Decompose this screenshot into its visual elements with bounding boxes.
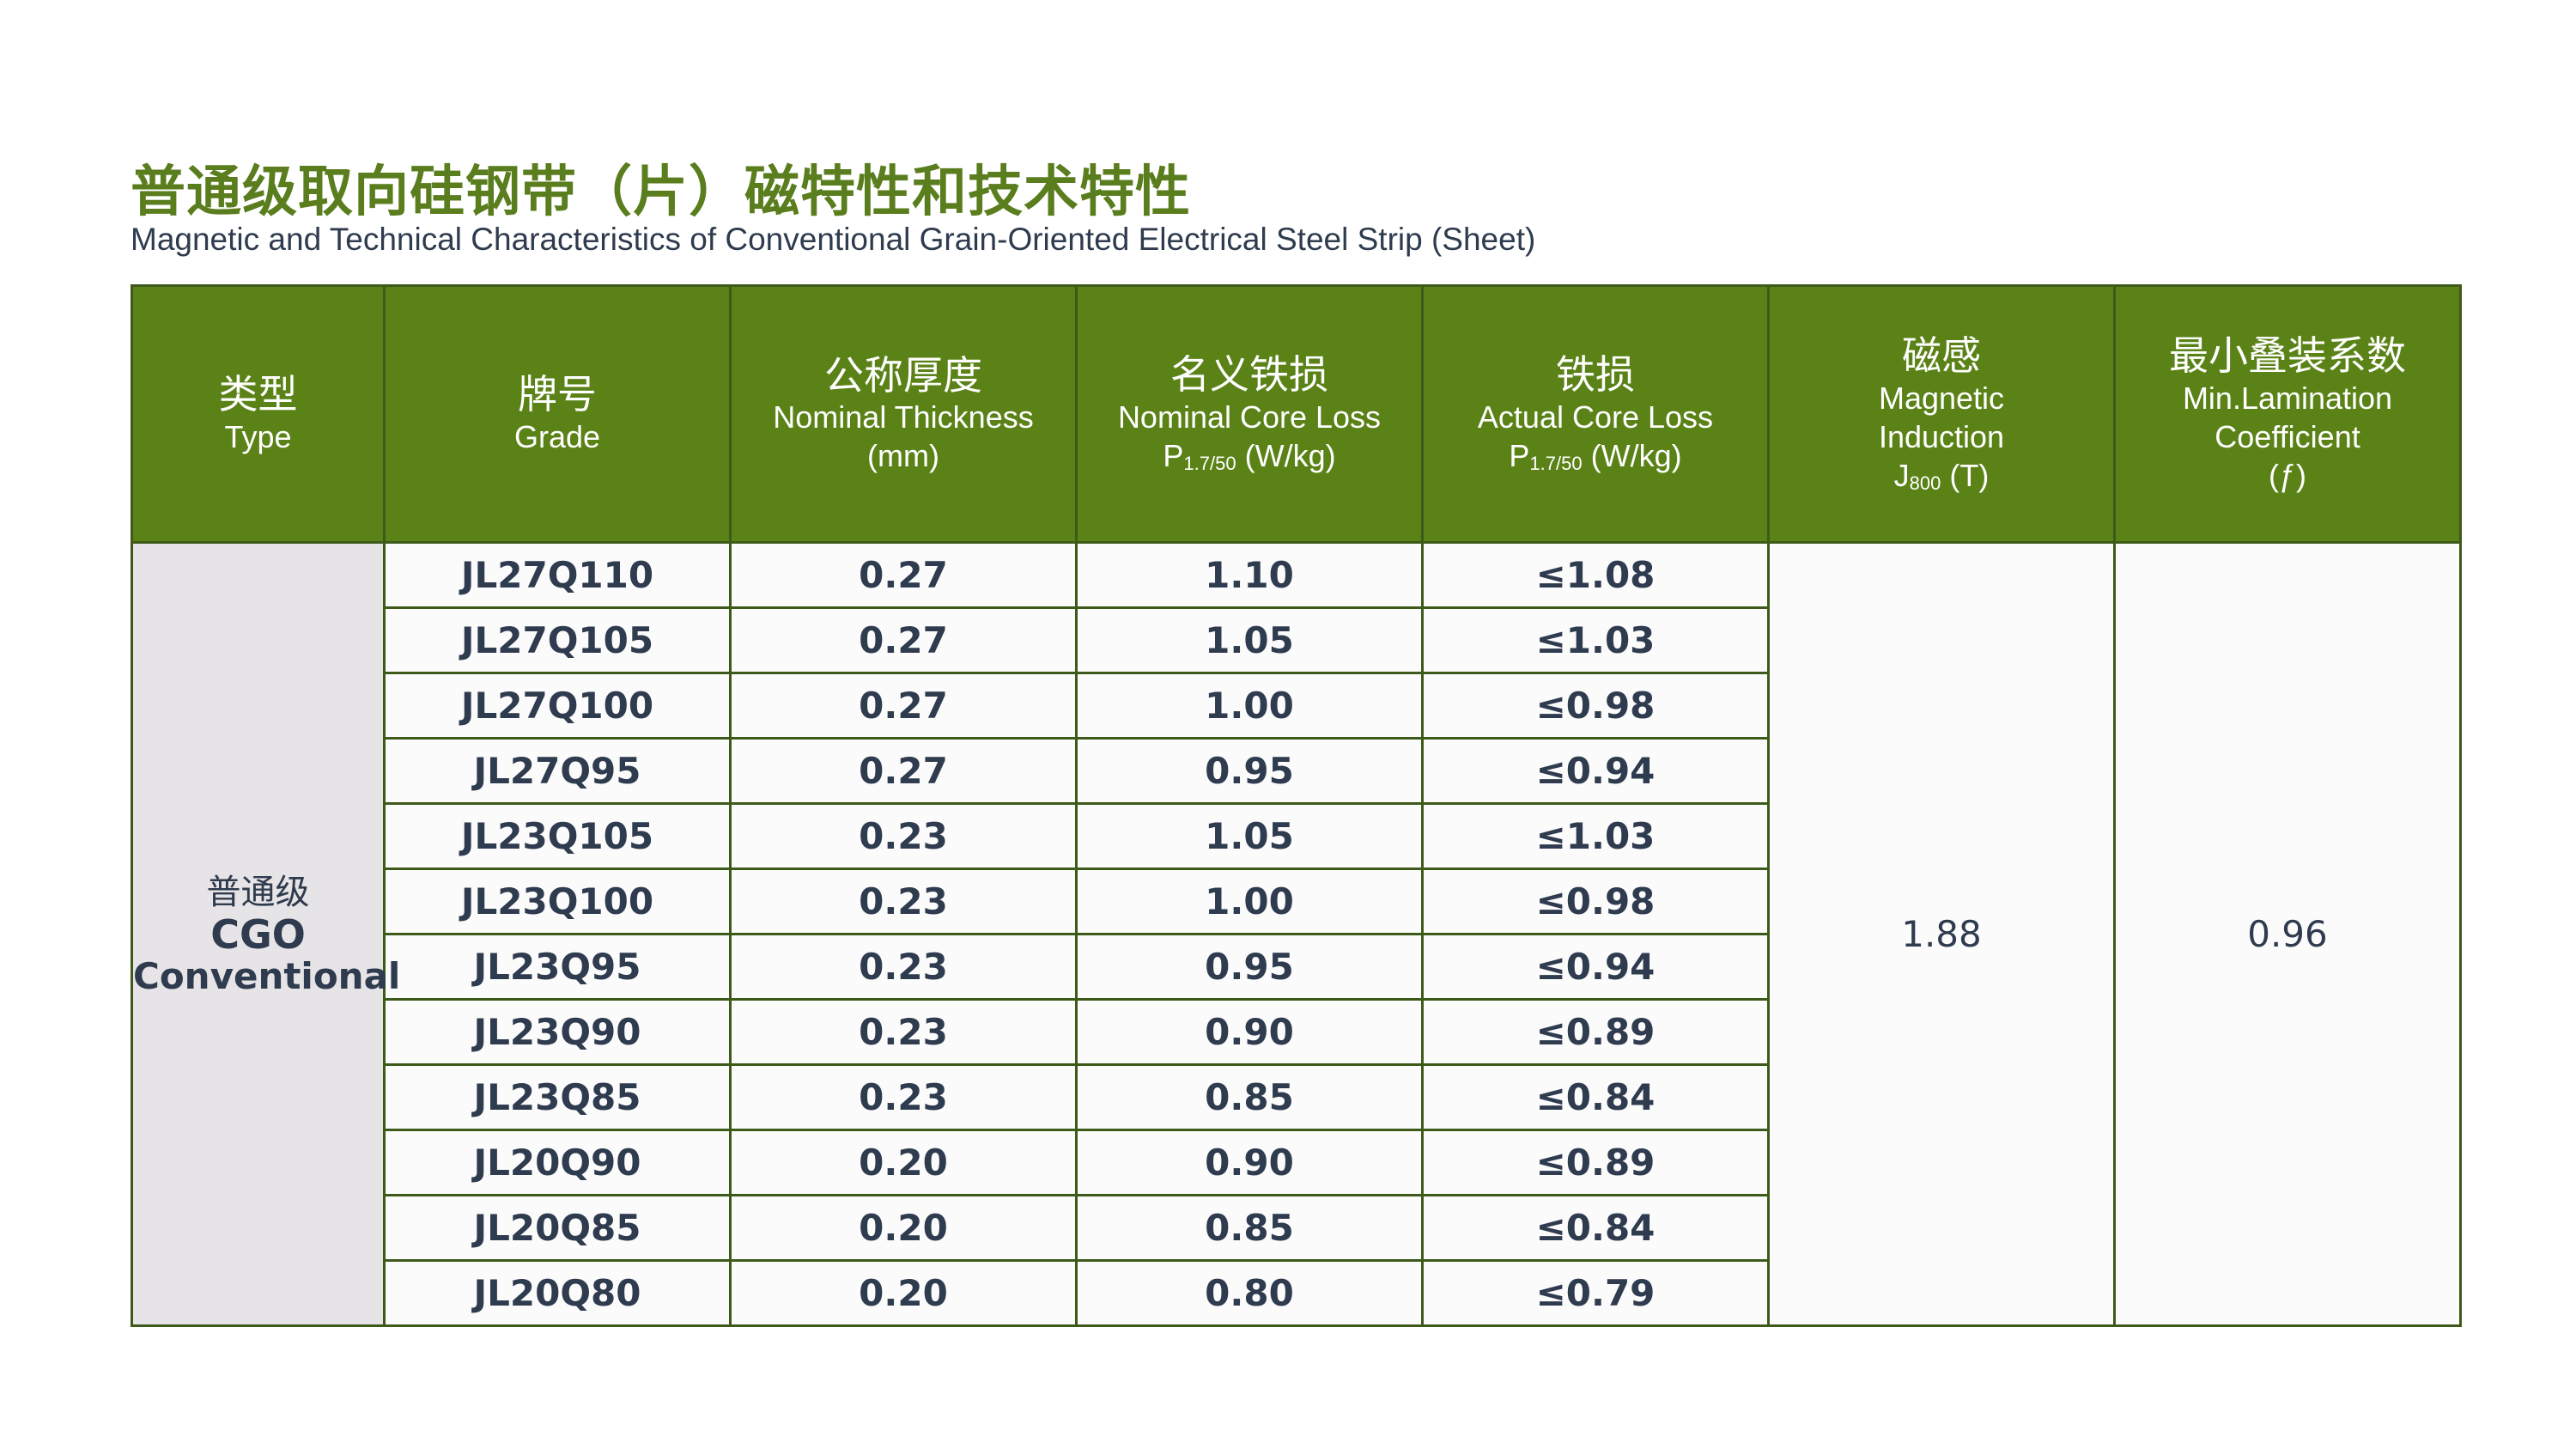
header-induction-symbol: J800 (T) xyxy=(1893,457,1990,494)
actual-loss-cell: ≤0.94 xyxy=(1421,737,1770,805)
grade-cell: JL27Q110 xyxy=(383,541,732,609)
grade-cell: JL23Q105 xyxy=(383,802,732,870)
actual-loss-cell: ≤0.98 xyxy=(1421,868,1770,935)
type-en: Conventional xyxy=(133,954,401,997)
grade-cell: JL23Q90 xyxy=(383,998,732,1066)
actual-loss-cell: ≤1.03 xyxy=(1421,606,1770,674)
thickness-cell: 0.27 xyxy=(729,737,1078,805)
header-thickness-en: Nominal Thickness xyxy=(773,399,1034,435)
grade-cell: JL23Q85 xyxy=(383,1063,732,1131)
nominal-loss-cell: 1.05 xyxy=(1075,802,1424,870)
header-thickness-unit: (mm) xyxy=(867,438,939,474)
nominal-loss-cell: 0.90 xyxy=(1075,998,1424,1066)
header-lamination-symbol: (ƒ) xyxy=(2269,457,2306,493)
table-row: JL20Q80 0.20 0.80 ≤0.79 xyxy=(132,1259,2461,1327)
header-thickness-cn: 公称厚度 xyxy=(824,351,982,399)
actual-loss-cell: ≤0.84 xyxy=(1421,1194,1770,1262)
grade-cell: JL23Q100 xyxy=(383,868,732,935)
thickness-cell: 0.23 xyxy=(729,998,1078,1066)
page-title: 普通级取向硅钢带（片）磁特性和技术特性 xyxy=(131,161,1191,224)
type-code: CGO xyxy=(210,911,306,959)
header-induction-cn: 磁感 xyxy=(1902,332,1981,379)
header-lamination-cn: 最小叠装系数 xyxy=(2169,332,2406,380)
header-actual-loss-en: Actual Core Loss xyxy=(1477,399,1714,435)
table-row: 普通级 CGO Conventional JL27Q110 0.27 1.10 ≤1.08 1… xyxy=(131,541,2462,1327)
header-actual-loss-symbol: P1.7/50 (W/kg) xyxy=(1509,438,1682,475)
header-induction-en2: Induction xyxy=(1878,418,2005,454)
table-row: JL27Q105 0.27 1.05 ≤1.03 xyxy=(132,606,2461,674)
header-thickness: 公称厚度 Nominal Thickness (mm) xyxy=(729,284,1078,544)
header-grade-cn: 牌号 xyxy=(518,371,597,418)
nominal-loss-cell: 1.00 xyxy=(1075,672,1424,740)
table-row: JL23Q95 0.23 0.95 ≤0.94 xyxy=(132,933,2461,1001)
table-row: JL23Q90 0.23 0.90 ≤0.89 xyxy=(132,998,2461,1066)
table-row: JL27Q95 0.27 0.95 ≤0.94 xyxy=(132,737,2461,805)
header-actual-loss: 铁损 Actual Core Loss P1.7/50 (W/kg) xyxy=(1421,284,1770,544)
grade-cell: JL20Q85 xyxy=(383,1194,732,1262)
thickness-cell: 0.20 xyxy=(729,1129,1078,1196)
thickness-cell: 0.23 xyxy=(729,868,1078,935)
actual-loss-cell: ≤0.98 xyxy=(1421,672,1770,740)
header-lamination-en2: Coefficient xyxy=(2215,418,2360,454)
thickness-cell: 0.23 xyxy=(729,1063,1078,1131)
table-row: JL20Q90 0.20 0.90 ≤0.89 xyxy=(132,1129,2461,1196)
type-cell: 普通级 CGO Conventional xyxy=(131,541,401,1327)
nominal-loss-cell: 0.80 xyxy=(1075,1259,1424,1327)
nominal-loss-cell: 0.85 xyxy=(1075,1063,1424,1131)
nominal-loss-cell: 0.95 xyxy=(1075,737,1424,805)
nominal-loss-cell: 1.10 xyxy=(1075,541,1424,609)
table-row: JL23Q85 0.23 0.85 ≤0.84 xyxy=(132,1063,2461,1131)
nominal-loss-cell: 1.00 xyxy=(1075,868,1424,935)
actual-loss-cell: ≤0.89 xyxy=(1421,998,1770,1066)
lamination-value: 0.96 xyxy=(2113,541,2462,1327)
page-subtitle: Magnetic and Technical Characteristics o… xyxy=(131,222,1536,257)
thickness-cell: 0.23 xyxy=(729,933,1078,1001)
induction-value: 1.88 xyxy=(1767,541,2116,1327)
nominal-loss-cell: 0.90 xyxy=(1075,1129,1424,1196)
header-row: 类型 Type 牌号 Grade 公称厚度 Nominal Thickness … xyxy=(131,284,2462,544)
table-row: JL20Q85 0.20 0.85 ≤0.84 xyxy=(132,1194,2461,1262)
thickness-cell: 0.27 xyxy=(729,541,1078,609)
table-body: 普通级 CGO Conventional JL27Q110 0.27 1.10 ≤1.08 1… xyxy=(131,541,2462,1327)
header-type: 类型 Type xyxy=(131,284,386,544)
header-lamination: 最小叠装系数 Min.Lamination Coefficient (ƒ) xyxy=(2113,284,2462,544)
table-row: JL23Q105 0.23 1.05 ≤1.03 xyxy=(132,802,2461,870)
thickness-cell: 0.27 xyxy=(729,672,1078,740)
nominal-loss-cell: 1.05 xyxy=(1075,606,1424,674)
grade-cell: JL27Q105 xyxy=(383,606,732,674)
header-type-cn: 类型 xyxy=(218,371,298,418)
header-grade-en: Grade xyxy=(513,418,601,454)
thickness-cell: 0.20 xyxy=(729,1194,1078,1262)
header-nominal-loss: 名义铁损 Nominal Core Loss P1.7/50 (W/kg) xyxy=(1075,284,1424,544)
actual-loss-cell: ≤1.03 xyxy=(1421,802,1770,870)
thickness-cell: 0.23 xyxy=(729,802,1078,870)
header-lamination-en1: Min.Lamination xyxy=(2182,380,2393,416)
header-induction: 磁感 Magnetic Induction J800 (T) xyxy=(1767,284,2116,544)
grade-cell: JL23Q95 xyxy=(383,933,732,1001)
header-nominal-loss-cn: 名义铁损 xyxy=(1170,351,1328,399)
header-nominal-loss-symbol: P1.7/50 (W/kg) xyxy=(1163,438,1336,475)
thickness-cell: 0.27 xyxy=(729,606,1078,674)
actual-loss-cell: ≤0.94 xyxy=(1421,933,1770,1001)
grade-cell: JL27Q95 xyxy=(383,737,732,805)
table-row: JL23Q100 0.23 1.00 ≤0.98 xyxy=(132,868,2461,935)
actual-loss-cell: ≤1.08 xyxy=(1421,541,1770,609)
header-grade: 牌号 Grade xyxy=(383,284,732,544)
grade-cell: JL20Q90 xyxy=(383,1129,732,1196)
spec-table: 类型 Type 牌号 Grade 公称厚度 Nominal Thickness … xyxy=(131,284,2462,1327)
grade-cell: JL20Q80 xyxy=(383,1259,732,1327)
actual-loss-cell: ≤0.79 xyxy=(1421,1259,1770,1327)
thickness-cell: 0.20 xyxy=(729,1259,1078,1327)
header-actual-loss-cn: 铁损 xyxy=(1556,351,1635,399)
nominal-loss-cell: 0.85 xyxy=(1075,1194,1424,1262)
actual-loss-cell: ≤0.89 xyxy=(1421,1129,1770,1196)
grade-cell: JL27Q100 xyxy=(383,672,732,740)
type-cn: 普通级 xyxy=(206,873,310,913)
nominal-loss-cell: 0.95 xyxy=(1075,933,1424,1001)
table-row: JL27Q100 0.27 1.00 ≤0.98 xyxy=(132,672,2461,740)
actual-loss-cell: ≤0.84 xyxy=(1421,1063,1770,1131)
header-nominal-loss-en: Nominal Core Loss xyxy=(1117,399,1382,435)
header-type-en: Type xyxy=(224,418,292,454)
header-induction-en1: Magnetic xyxy=(1878,380,2005,416)
